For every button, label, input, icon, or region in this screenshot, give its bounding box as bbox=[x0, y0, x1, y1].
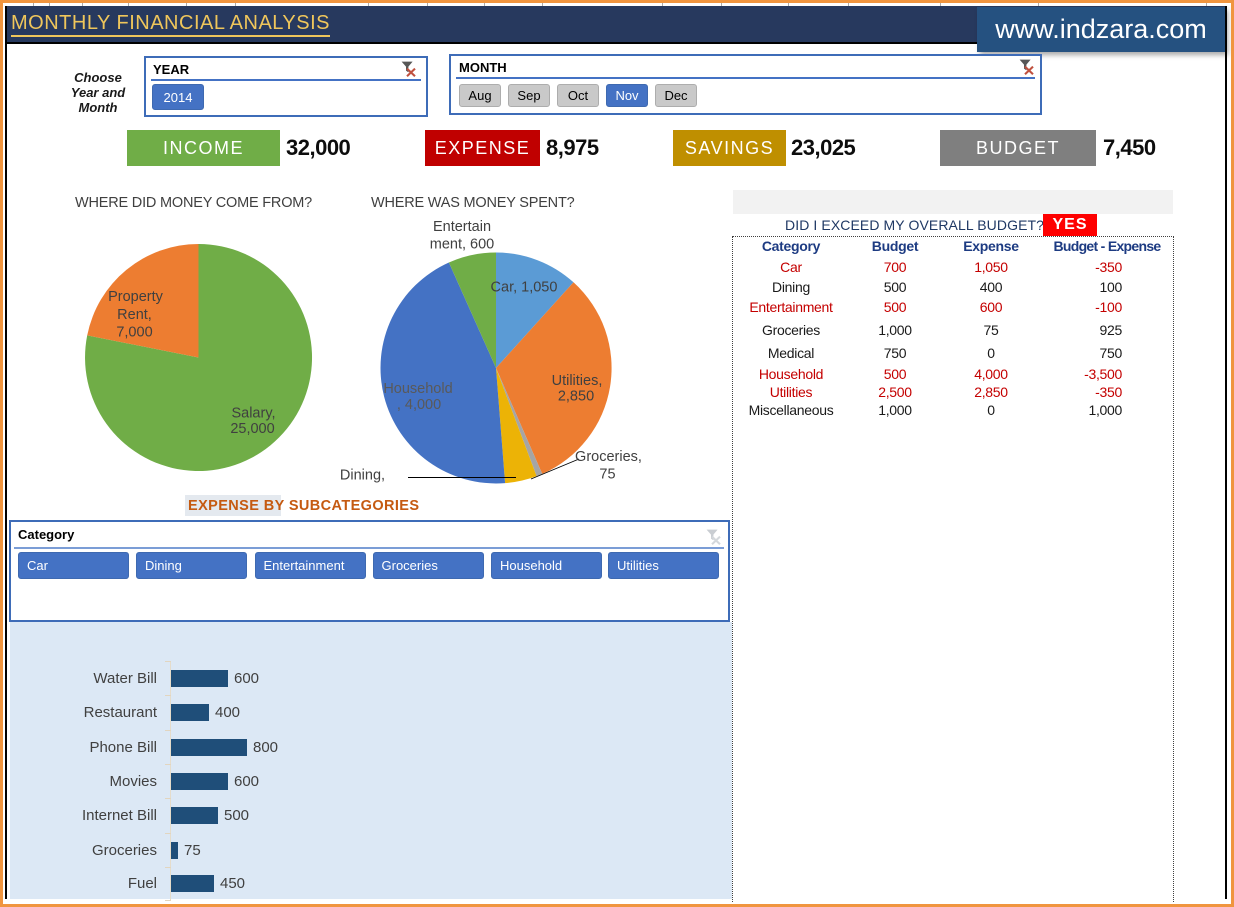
svg-text:Property: Property bbox=[108, 289, 164, 305]
svg-text:Entertain: Entertain bbox=[433, 219, 491, 235]
svg-text:2,850: 2,850 bbox=[558, 389, 594, 405]
svg-text:Utilities,: Utilities, bbox=[552, 373, 603, 389]
svg-text:, 4,000: , 4,000 bbox=[397, 397, 441, 413]
svg-text:7,000: 7,000 bbox=[116, 325, 152, 341]
svg-text:Dining,: Dining, bbox=[340, 468, 385, 484]
svg-text:Rent,: Rent, bbox=[117, 307, 152, 323]
svg-text:Groceries,: Groceries, bbox=[575, 449, 642, 465]
svg-text:75: 75 bbox=[599, 467, 615, 483]
svg-text:ment, 600: ment, 600 bbox=[430, 237, 495, 253]
svg-text:Household: Household bbox=[383, 381, 452, 397]
svg-text:Salary,: Salary, bbox=[231, 406, 275, 422]
svg-text:25,000: 25,000 bbox=[230, 421, 274, 437]
svg-text:Car, 1,050: Car, 1,050 bbox=[491, 280, 558, 296]
